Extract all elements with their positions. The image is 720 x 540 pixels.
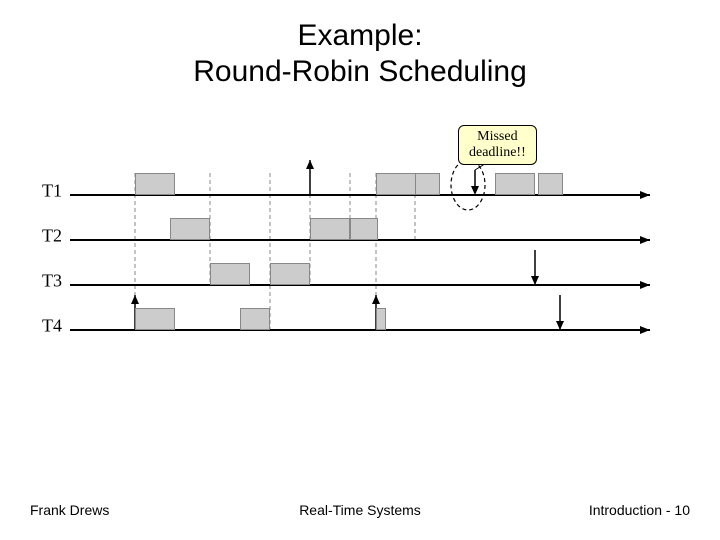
slide-title: Example: Round-Robin Scheduling: [0, 18, 720, 90]
row-label: T4: [42, 315, 62, 336]
task-slice: [350, 218, 378, 240]
task-slice: [240, 308, 270, 330]
task-slice: [415, 173, 440, 195]
task-slice: [210, 263, 250, 285]
task-slice: [538, 173, 563, 195]
footer-right: Introduction - 10: [589, 502, 690, 518]
missed-deadline-callout: Misseddeadline!!: [458, 125, 537, 165]
task-slice: [170, 218, 210, 240]
task-slice: [376, 173, 416, 195]
callout-line1: Missed: [477, 129, 517, 144]
title-line2: Round-Robin Scheduling: [193, 55, 527, 88]
task-slice: [376, 308, 386, 330]
task-slice: [310, 218, 350, 240]
row-label: T1: [42, 180, 62, 201]
task-slice: [135, 173, 175, 195]
chart-svg: [70, 170, 650, 420]
task-slice: [495, 173, 535, 195]
task-slice: [270, 263, 310, 285]
title-line1: Example:: [297, 19, 422, 52]
task-slice: [135, 308, 175, 330]
row-label: T2: [42, 225, 62, 246]
gantt-chart: T1T2T3T4Misseddeadline!!: [70, 170, 650, 420]
callout-line2: deadline!!: [469, 145, 526, 160]
row-label: T3: [42, 270, 62, 291]
